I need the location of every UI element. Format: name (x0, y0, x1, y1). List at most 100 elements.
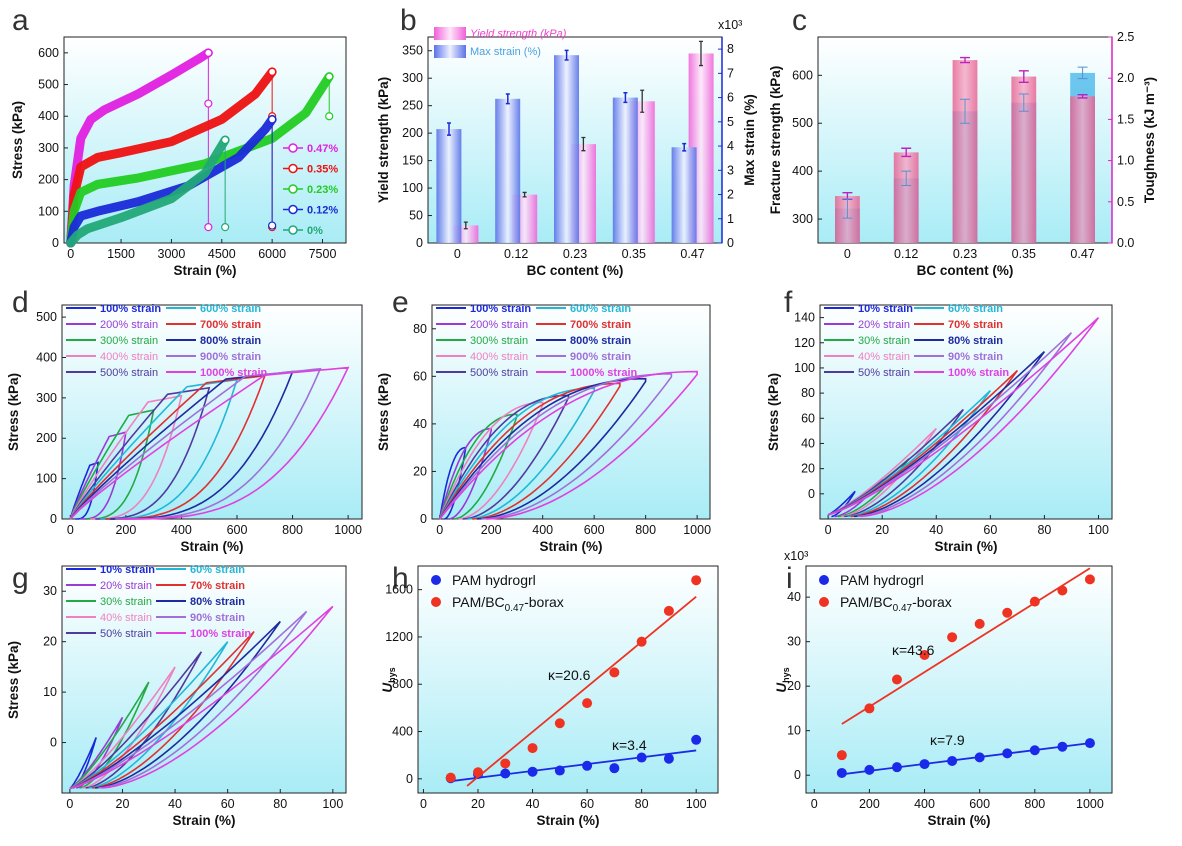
x-axis-label: Strain (%) (539, 539, 602, 554)
error-bar (522, 191, 527, 198)
bar-Toughness (kJ m⁻³) (952, 60, 978, 244)
loop-100% strain (69, 461, 100, 520)
legend-label: PAM/BC0.47-borax (452, 594, 564, 614)
x-axis-label: Strain (%) (927, 813, 990, 828)
y-axis-label: Yield strength (kPa) (376, 77, 391, 203)
error-bar (698, 40, 703, 67)
error-bar (1077, 66, 1088, 80)
legend-label: 70% strain (948, 319, 1003, 331)
x-tick-label: 0 (844, 247, 851, 261)
y-axis-label: Stress (kPa) (376, 373, 391, 451)
plot-background (806, 566, 1112, 793)
legend-marker (431, 597, 441, 607)
x-tick-label: 0 (67, 523, 74, 537)
data-point (974, 618, 985, 629)
legend-label: 0.23% (307, 184, 338, 196)
y-tick-label: 250 (402, 99, 423, 113)
plot-frame (417, 565, 719, 794)
data-point (636, 636, 647, 647)
y-tick-label: 400 (392, 725, 413, 739)
panel-a: 0 1500 3000 4500 6000 7500 0 100 200 300 400 500 600… (10, 36, 347, 278)
data-point (473, 767, 483, 778)
legend-label: PAM/BC0.47-borax (840, 594, 952, 614)
x-tick-label: 80 (635, 797, 649, 811)
panel-letter-e: e (392, 286, 409, 319)
loop-100% strain (439, 373, 673, 520)
y-tick-label: 200 (402, 126, 423, 140)
break-marker (221, 223, 230, 232)
data-point (864, 703, 875, 714)
y-tick-label: 300 (792, 212, 813, 226)
data-point (891, 674, 902, 685)
x-tick-label: 800 (282, 523, 303, 537)
y-tick-label: 30 (787, 635, 801, 649)
x-axis-label: Strain (%) (180, 539, 243, 554)
y-tick-label: 140 (794, 311, 815, 325)
y-tick-label: 100 (794, 361, 815, 375)
loop-10% strain (69, 605, 334, 790)
data-point (527, 766, 538, 777)
x-tick-label: 4500 (208, 247, 236, 261)
y-axis-label: Stress (kPa) (6, 373, 21, 451)
x-tick-label: 7500 (309, 247, 337, 261)
y-tick-label: 0 (808, 487, 815, 501)
break-marker (268, 221, 277, 230)
legend-marker (431, 575, 441, 585)
x-tick-label: 40 (168, 797, 182, 811)
legend-label: Yield strength (kPa) (470, 28, 567, 40)
y-tick-label: 200 (36, 431, 57, 445)
y-tick-label: 1600 (385, 583, 413, 597)
legend-label: 40% strain (100, 612, 152, 624)
loop-10% strain (69, 610, 308, 790)
y2-tick-label: 6 (727, 91, 734, 105)
fit-line (450, 749, 697, 783)
y2-tick-label: 2.0 (1117, 71, 1134, 85)
panel-g: 0 20 40 60 80 100 0 10 20 30 Strain (%) Stress (kPa… (6, 564, 347, 828)
panel-d: 0 200 400 600 800 1000 0 100 200 300 400 500 Strain … (6, 303, 363, 554)
legend-label: 900% strain (570, 351, 631, 363)
legend-label: 400% strain (100, 351, 158, 363)
data-point (1002, 748, 1013, 759)
legend-subscript: 0.47 (505, 603, 525, 614)
legend-label: 90% strain (948, 351, 1003, 363)
y2-tick-label: 2 (727, 188, 734, 202)
legend-label: 600% strain (200, 303, 261, 315)
y2-tick-label: 0.0 (1117, 236, 1134, 250)
legend-subscript: 0.47 (893, 603, 913, 614)
legend-label: 20% strain (100, 580, 152, 592)
y-axis-label: Uhys (380, 667, 397, 692)
loop-10% strain (69, 641, 229, 790)
error-bar (623, 91, 628, 104)
y-tick-label: 600 (792, 68, 813, 82)
legend-label: 100% strain (470, 303, 531, 315)
legend-label: 500% strain (100, 367, 158, 379)
y-tick-label: 500 (36, 310, 57, 324)
y2-tick-label: 0 (727, 236, 734, 250)
legend-swatch (434, 45, 466, 58)
x-tick-label: 20 (875, 523, 889, 537)
bar-Max strain (%) (612, 97, 638, 244)
panel-letter-c: c (792, 4, 807, 37)
x-tick-label: 100 (686, 797, 707, 811)
x-tick-label: 40 (526, 797, 540, 811)
data-point (582, 698, 593, 709)
bar-Toughness (kJ m⁻³) (1070, 96, 1095, 243)
x-tick-label: 20 (471, 797, 485, 811)
y-tick-label: 40 (801, 436, 815, 450)
loop-10% strain (827, 351, 1046, 518)
y-tick-label: 20 (787, 679, 801, 693)
legend-label: 80% strain (948, 335, 1003, 347)
series-line-0.23% (66, 72, 334, 248)
loop-100% strain (439, 377, 647, 520)
data-point (554, 718, 565, 729)
x-tick-label: 200 (481, 523, 502, 537)
kappa-label: κ=43.6 (892, 642, 935, 658)
y-tick-label: 500 (38, 78, 59, 92)
error-bar (1077, 93, 1088, 99)
y2-axis-label: Toughness (kJ m⁻³) (1142, 77, 1157, 203)
x-tick-label: 600 (227, 523, 248, 537)
y-tick-label: 350 (402, 44, 423, 58)
x-tick-label: 800 (1024, 797, 1045, 811)
x-axis-label: BC content (%) (527, 263, 624, 278)
y-tick-label: 300 (38, 141, 59, 155)
